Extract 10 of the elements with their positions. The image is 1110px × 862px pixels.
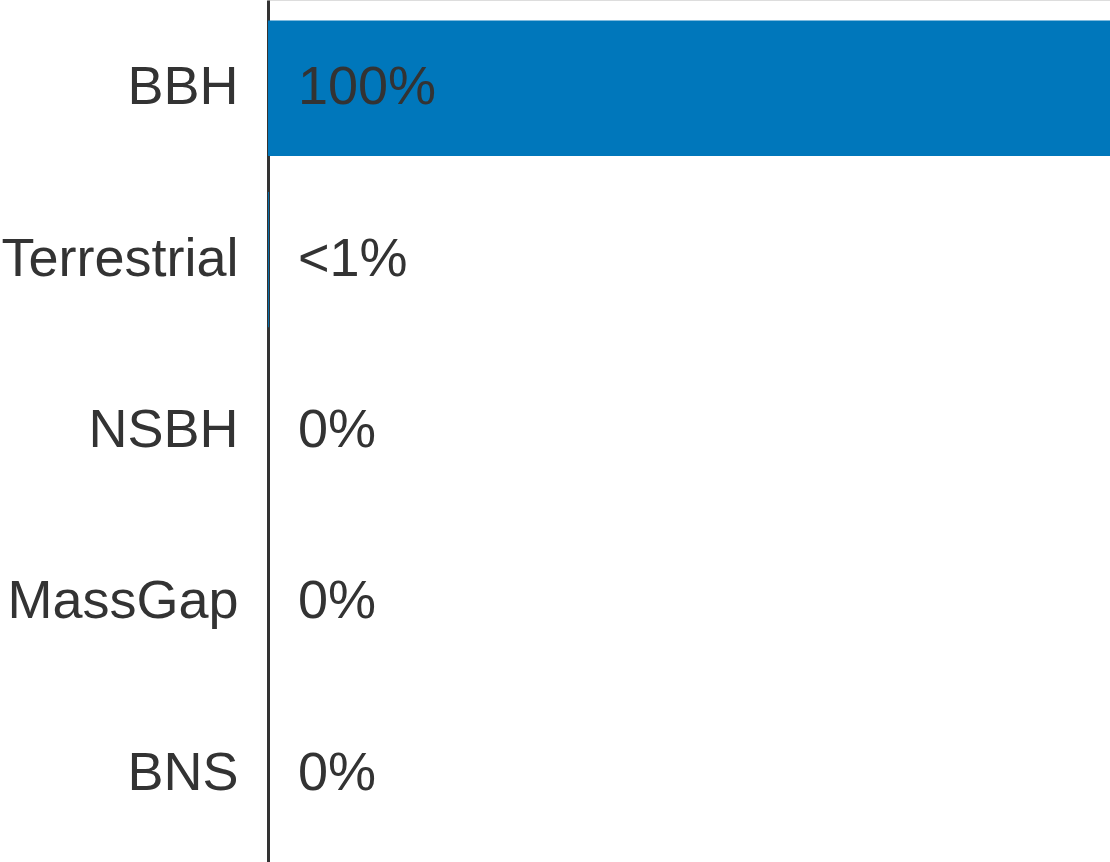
data-label: <1% xyxy=(298,226,408,287)
data-label: 0% xyxy=(298,398,377,458)
y-tick-label: NSBH xyxy=(88,398,239,458)
y-tick-label: MassGap xyxy=(7,569,239,630)
y-tick-label: Terrestrial xyxy=(1,226,239,287)
data-label: 0% xyxy=(298,569,377,630)
y-tick-label: BBH xyxy=(127,55,239,116)
y-tick-label: BNS xyxy=(127,740,239,801)
data-label: 100% xyxy=(298,55,437,116)
data-label: 0% xyxy=(298,740,377,801)
